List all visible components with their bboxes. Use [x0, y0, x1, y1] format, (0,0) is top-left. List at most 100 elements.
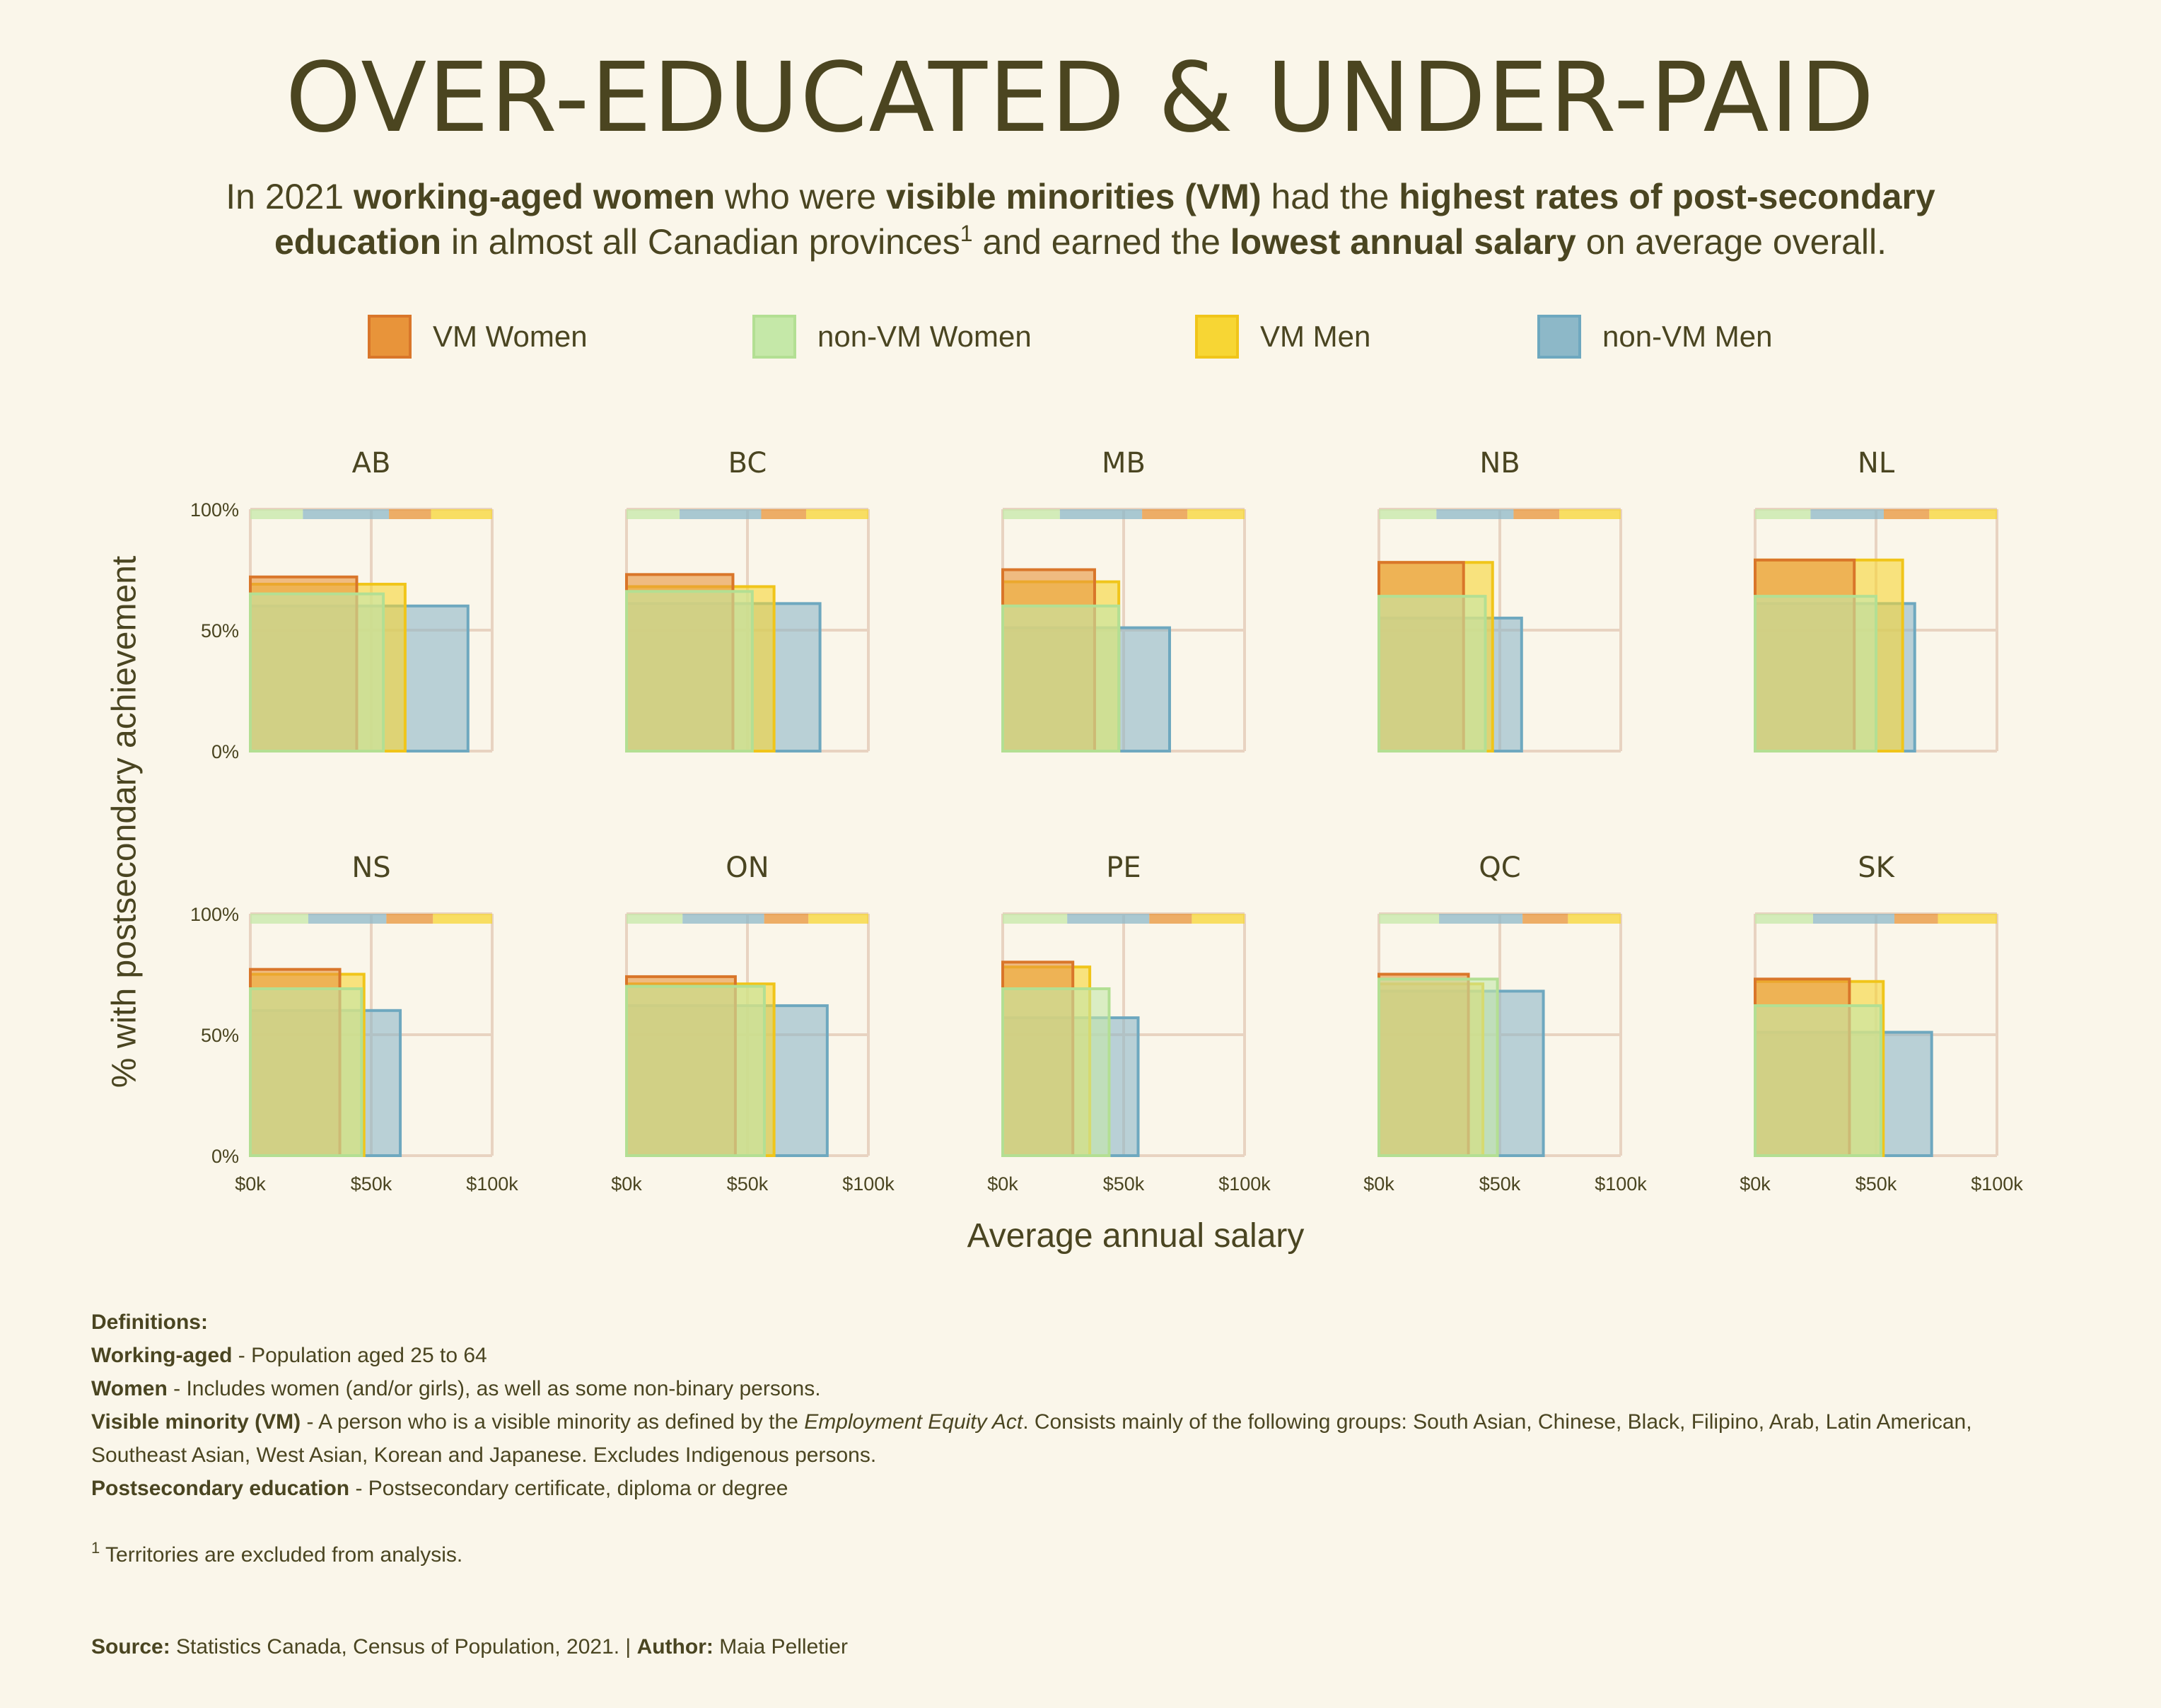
- chart-title: OVER-EDUCATED & UNDER-PAID: [285, 42, 1876, 154]
- salary-share-vm-women: [764, 914, 809, 924]
- bar-non-vm-women: [1377, 595, 1487, 753]
- legend-label-non-vm-women: non-VM Women: [817, 320, 1032, 353]
- salary-share-vm-men: [1929, 509, 1997, 519]
- panel-title: ON: [726, 852, 769, 884]
- salary-share-non-vm-women: [1755, 509, 1811, 519]
- salary-share-vm-women: [1149, 914, 1192, 924]
- definition-postsecondary: Postsecondary education - Postsecondary …: [91, 1477, 788, 1500]
- x-tick-label: $100k: [1595, 1173, 1647, 1195]
- salary-share-non-vm-women: [627, 914, 683, 924]
- salary-share-non-vm-men: [682, 914, 764, 924]
- x-tick-label: $50k: [1103, 1173, 1145, 1195]
- x-tick-label: $0k: [987, 1173, 1018, 1195]
- panel-nb: NB: [1377, 447, 1622, 753]
- salary-share-non-vm-men: [303, 509, 390, 519]
- salary-share-non-vm-men: [1812, 914, 1895, 924]
- legend-label-vm-men: VM Men: [1260, 320, 1371, 353]
- salary-share-vm-men: [433, 914, 492, 924]
- panel-title: PE: [1106, 852, 1141, 884]
- x-tick-label: $100k: [1218, 1173, 1271, 1195]
- bar-non-vm-women: [1754, 1004, 1882, 1157]
- salary-share-vm-men: [431, 509, 492, 519]
- salary-share-non-vm-men: [1439, 914, 1523, 924]
- panel-ns: NS 0% 50% 100% $0k $50k $100k: [190, 852, 518, 1195]
- panel-qc: QC $0k $50k $100k: [1363, 852, 1647, 1195]
- salary-share-vm-women: [1142, 509, 1188, 519]
- bar-non-vm-women: [1754, 595, 1877, 753]
- panel-title: QC: [1479, 852, 1520, 884]
- salary-share-vm-women: [1883, 509, 1930, 519]
- panel-bc: BC: [625, 447, 870, 753]
- panel-title: BC: [728, 447, 767, 480]
- y-tick-label: 100%: [190, 904, 239, 925]
- y-tick-label: 0%: [211, 1146, 239, 1167]
- bar-non-vm-women: [1001, 987, 1111, 1158]
- salary-share-vm-women: [386, 914, 433, 924]
- salary-share-vm-women: [1513, 509, 1560, 519]
- legend-label-vm-women: VM Women: [433, 320, 588, 353]
- bar-non-vm-women: [1001, 604, 1121, 753]
- x-tick-label: $0k: [611, 1173, 642, 1195]
- definition-women: Women - Includes women (and/or girls), a…: [91, 1377, 821, 1400]
- salary-share-vm-men: [1187, 509, 1245, 519]
- salary-share-vm-men: [1559, 509, 1621, 519]
- salary-share-vm-women: [761, 509, 806, 519]
- definitions-heading: Definitions:: [91, 1311, 208, 1334]
- y-tick-label: 50%: [201, 1025, 239, 1046]
- salary-share-vm-men: [805, 509, 868, 519]
- legend-item-vm-men: VM Men: [1195, 311, 1370, 362]
- bar-non-vm-women: [625, 984, 766, 1157]
- panel-mb: MB: [1001, 447, 1246, 753]
- panel-pe: PE $0k $50k $100k: [987, 852, 1271, 1195]
- panel-title: MB: [1102, 447, 1146, 480]
- salary-share-vm-men: [1938, 914, 1997, 924]
- legend: VM Women non-VM Women VM Men non-VM Men: [0, 311, 2161, 368]
- panel-title: NB: [1479, 447, 1520, 480]
- panel-sk: SK $0k $50k $100k: [1740, 852, 2023, 1195]
- x-tick-label: $50k: [1856, 1173, 1897, 1195]
- panel-nl: NL: [1754, 447, 1998, 753]
- salary-share-non-vm-women: [1755, 914, 1813, 924]
- x-tick-label: $0k: [1740, 1173, 1771, 1195]
- bar-non-vm-women: [249, 987, 363, 1158]
- legend-label-non-vm-men: non-VM Men: [1602, 320, 1773, 353]
- salary-share-non-vm-men: [1059, 509, 1143, 519]
- legend-swatch-vm-women: [368, 315, 412, 359]
- salary-share-vm-men: [1568, 914, 1621, 924]
- x-tick-label: $100k: [466, 1173, 518, 1195]
- salary-share-non-vm-men: [308, 914, 387, 924]
- salary-share-vm-men: [808, 914, 868, 924]
- panel-title: NS: [351, 852, 390, 884]
- panel-on: ON $0k $50k $100k: [611, 852, 895, 1195]
- x-tick-label: $0k: [235, 1173, 266, 1195]
- bar-non-vm-women: [625, 590, 754, 753]
- footnote: 1 Territories are excluded from analysis…: [91, 1539, 463, 1567]
- y-tick-label: 50%: [201, 620, 239, 641]
- legend-swatch-non-vm-women: [752, 315, 796, 359]
- panel-title: AB: [352, 447, 391, 480]
- definition-visible-minority: Visible minority (VM) - A person who is …: [91, 1410, 1972, 1467]
- salary-share-non-vm-men: [1067, 914, 1150, 924]
- chart-subtitle: In 2021 working-aged women who were visi…: [226, 177, 1935, 262]
- salary-share-non-vm-women: [1003, 914, 1068, 924]
- x-tick-label: $50k: [1479, 1173, 1521, 1195]
- salary-share-vm-women: [389, 509, 431, 519]
- legend-item-non-vm-women: non-VM Women: [752, 311, 1032, 362]
- legend-item-vm-women: VM Women: [368, 311, 588, 362]
- x-tick-label: $0k: [1363, 1173, 1394, 1195]
- bar-non-vm-women: [1377, 977, 1499, 1157]
- definitions: Definitions: Working-aged - Population a…: [91, 1306, 2057, 1572]
- salary-share-non-vm-men: [1810, 509, 1884, 519]
- salary-share-non-vm-women: [1003, 509, 1060, 519]
- x-tick-label: $100k: [842, 1173, 895, 1195]
- legend-item-non-vm-men: non-VM Men: [1537, 311, 1772, 362]
- salary-share-non-vm-men: [680, 509, 762, 519]
- small-multiples-chart: AB 0% 50% 100% BC MB NB NL NS 0% 50% 100% $0k $50k $10…: [190, 447, 2023, 1195]
- panel-title: SK: [1858, 852, 1895, 884]
- bar-non-vm-women: [249, 592, 385, 753]
- salary-share-non-vm-women: [1379, 914, 1440, 924]
- salary-share-non-vm-women: [250, 509, 303, 519]
- definition-working-aged: Working-aged - Population aged 25 to 64: [91, 1344, 487, 1367]
- x-tick-label: $100k: [1971, 1173, 2023, 1195]
- legend-swatch-vm-men: [1195, 315, 1239, 359]
